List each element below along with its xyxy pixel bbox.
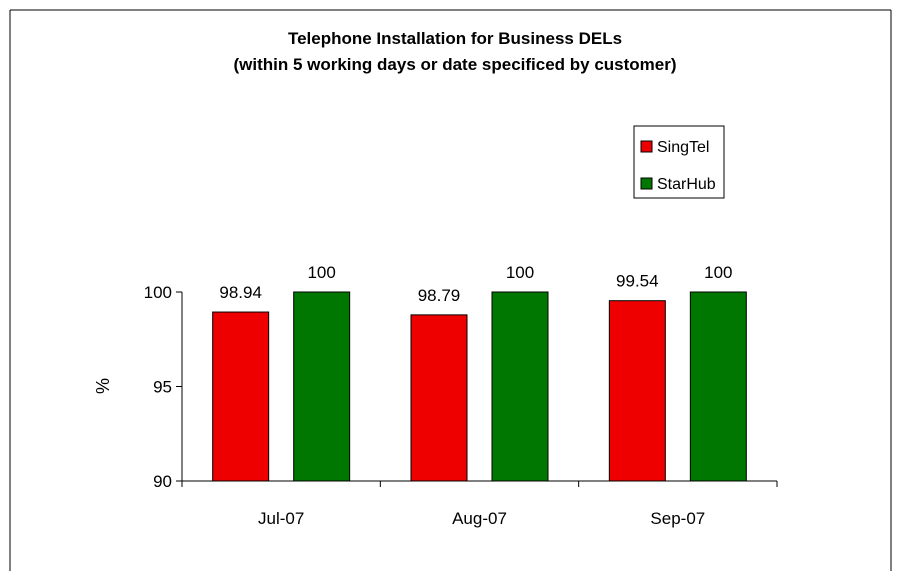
bar-starhub-sep-07 bbox=[689, 291, 747, 482]
data-label: 100 bbox=[307, 263, 335, 282]
legend-swatch-singtel bbox=[640, 140, 653, 153]
y-tick-label: 95 bbox=[153, 378, 172, 397]
bar-starhub-aug-07 bbox=[491, 291, 549, 482]
data-label: 100 bbox=[704, 263, 732, 282]
data-label: 98.79 bbox=[418, 286, 461, 305]
bar-starhub-jul-07 bbox=[293, 291, 351, 482]
y-ticks: 90 95 100 bbox=[144, 283, 182, 491]
x-tick-label: Sep-07 bbox=[650, 509, 705, 528]
legend-label-starhub: StarHub bbox=[657, 176, 716, 193]
x-tick-label: Aug-07 bbox=[452, 509, 507, 528]
y-axis-label: % bbox=[93, 378, 113, 394]
legend: SingTel StarHub bbox=[633, 125, 725, 199]
data-label: 99.54 bbox=[616, 272, 659, 291]
bar-singtel-jul-07 bbox=[212, 311, 270, 482]
data-label: 100 bbox=[506, 263, 534, 282]
bar-singtel-aug-07 bbox=[410, 314, 468, 482]
bars bbox=[212, 291, 747, 482]
y-tick-label: 100 bbox=[144, 283, 172, 302]
chart-title-line1: Telephone Installation for Business DELs bbox=[288, 29, 622, 48]
legend-swatch-starhub bbox=[640, 177, 653, 190]
bar-singtel-sep-07 bbox=[608, 300, 666, 482]
x-tick-label: Jul-07 bbox=[258, 509, 304, 528]
y-tick-label: 90 bbox=[153, 472, 172, 491]
legend-label-singtel: SingTel bbox=[657, 139, 709, 156]
chart-title-line2: (within 5 working days or date specifice… bbox=[233, 55, 676, 74]
x-ticks: Jul-07 Aug-07 Sep-07 bbox=[181, 481, 778, 528]
data-label: 98.94 bbox=[219, 283, 262, 302]
data-labels: 98.94 100 98.79 100 99.54 100 bbox=[219, 263, 732, 305]
